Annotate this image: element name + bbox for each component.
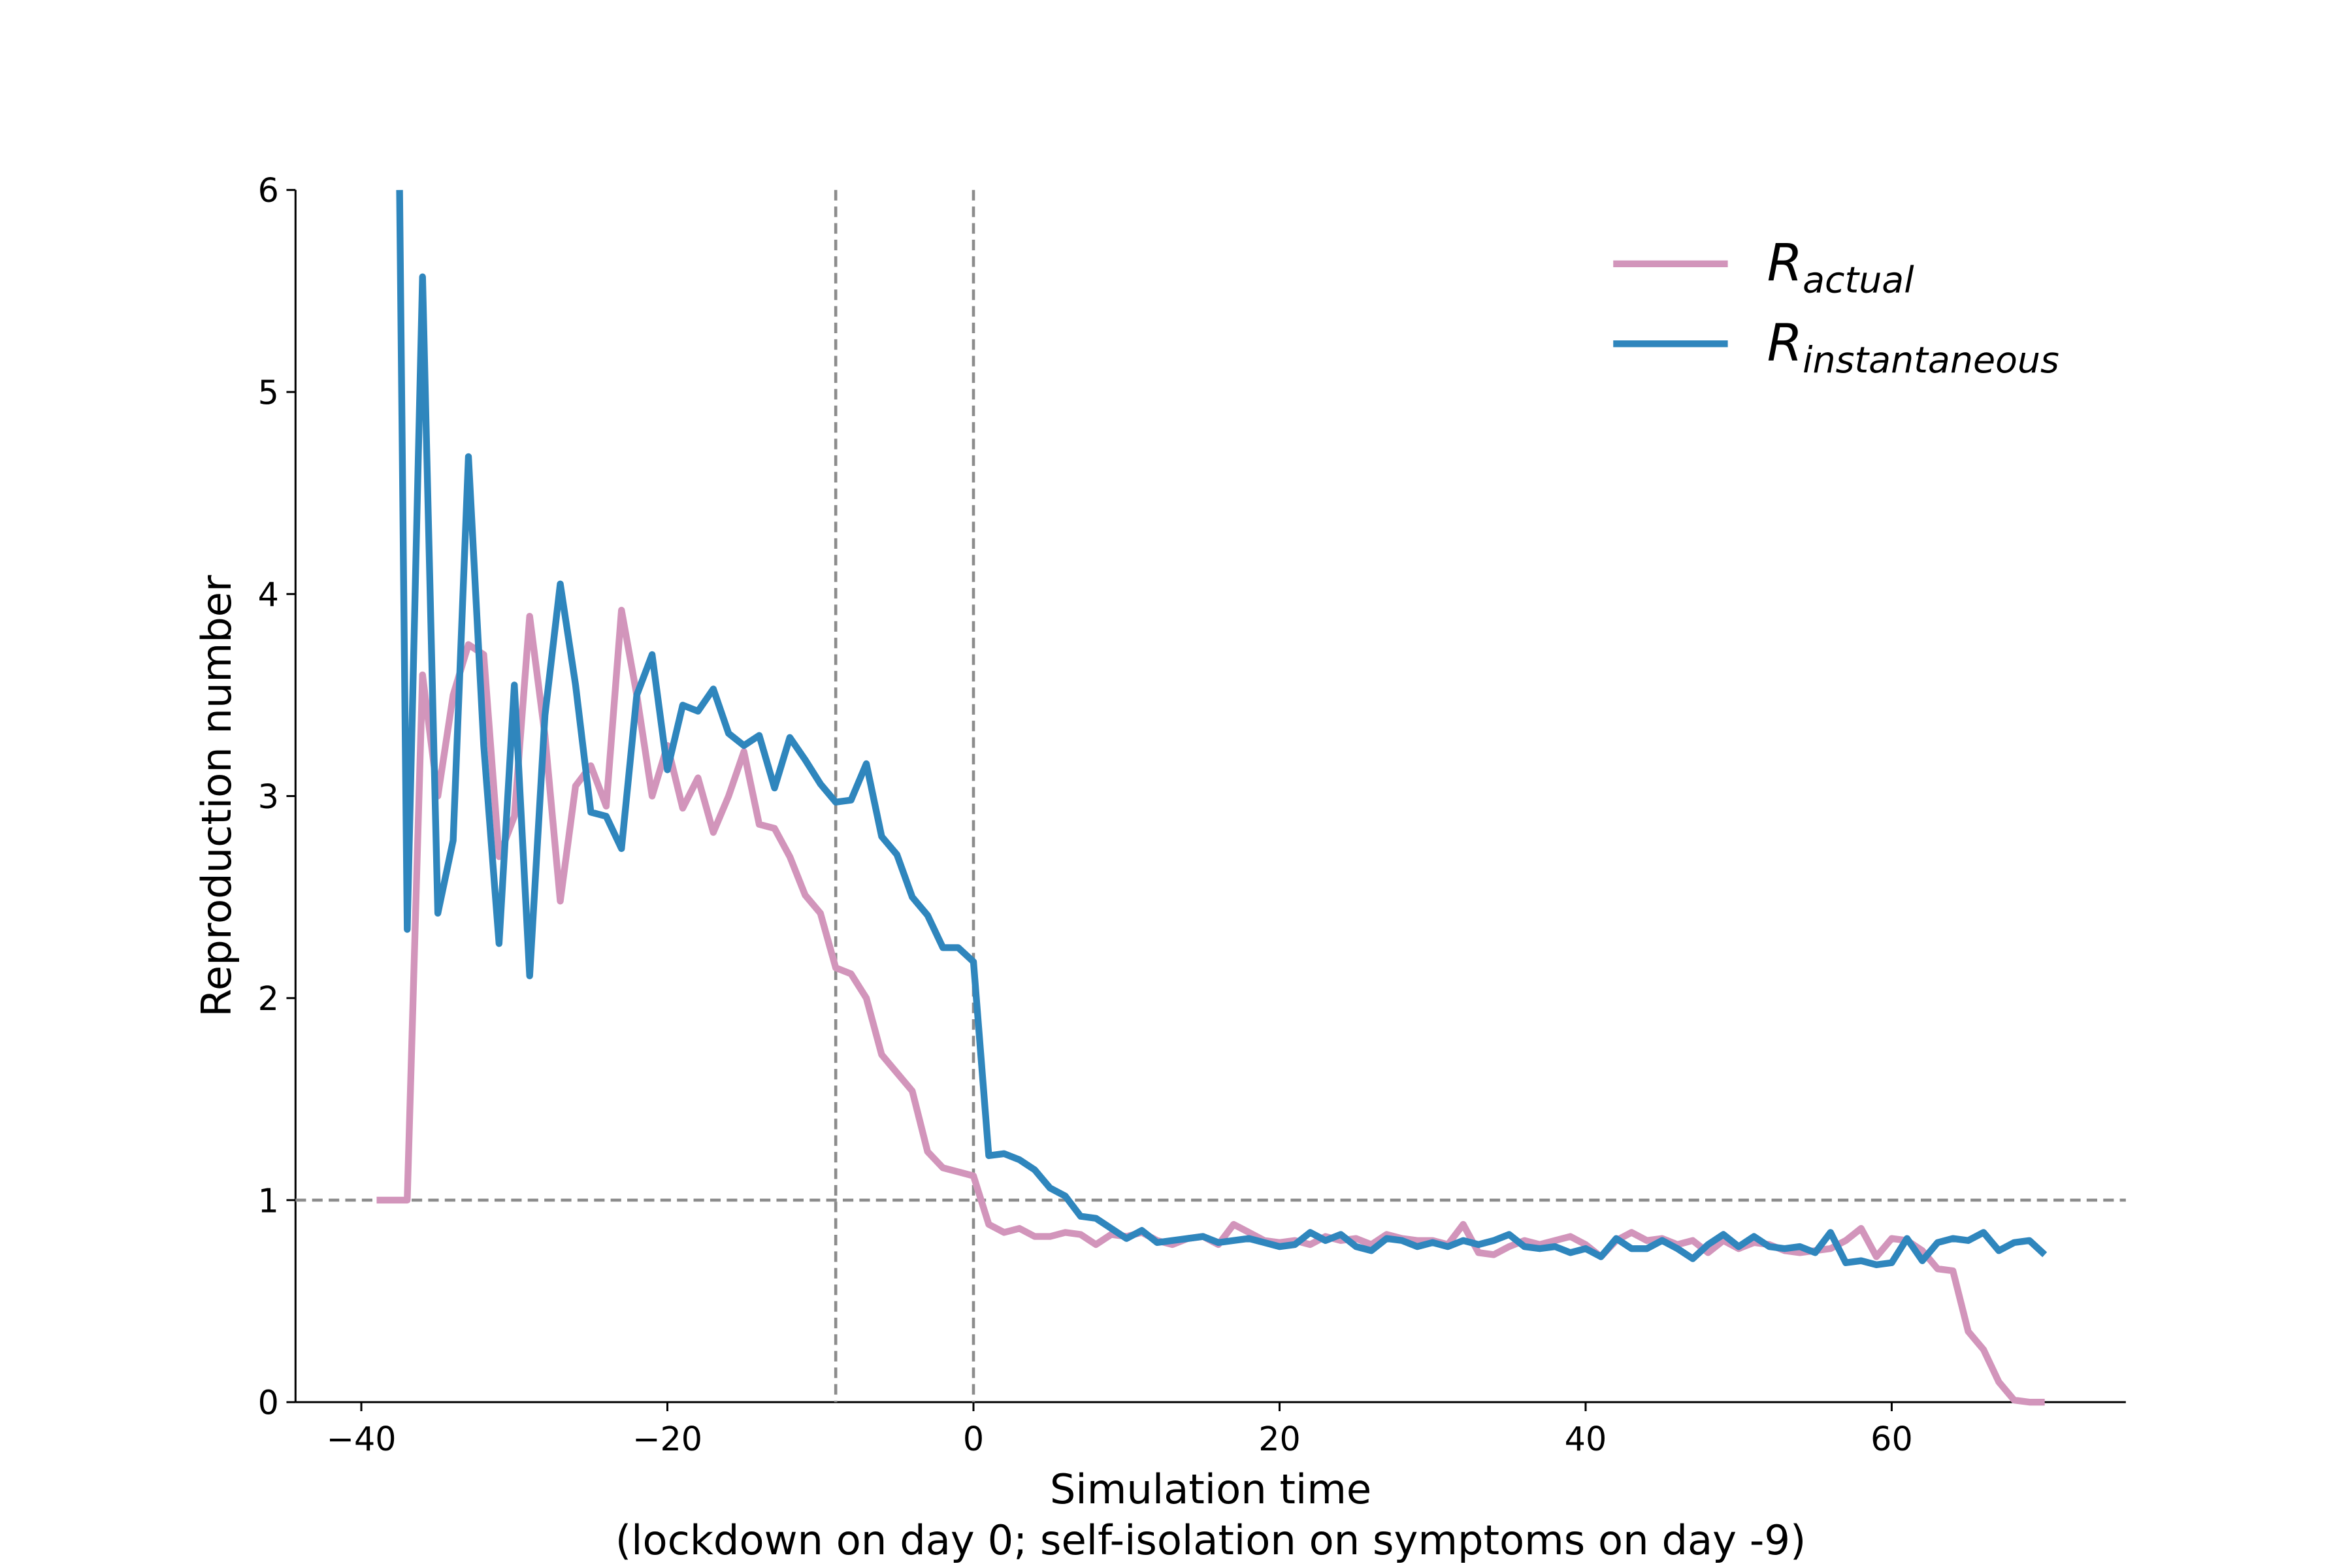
legend-symbol: R	[1767, 313, 1803, 373]
x-tick-label: 20	[1258, 1420, 1301, 1458]
x-tick-label: 40	[1565, 1420, 1607, 1458]
y-tick-label: 2	[258, 979, 279, 1018]
legend-subscript: instantaneous	[1803, 340, 2059, 382]
x-tick-label: −20	[632, 1420, 702, 1458]
data-line	[396, 189, 2048, 1269]
legend-symbol: R	[1767, 233, 1803, 293]
y-tick-label: 1	[258, 1181, 279, 1220]
y-tick-label: 3	[258, 777, 279, 816]
x-tick-label: 60	[1870, 1420, 1913, 1458]
legend-label: Rinstantaneous	[1767, 313, 2059, 382]
x-tick-label: −40	[326, 1420, 396, 1458]
x-axis-note: (lockdown on day 0; self-isolation on sy…	[615, 1516, 1806, 1564]
legend-label: Ractual	[1767, 233, 1915, 301]
legend-subscript: actual	[1803, 260, 1914, 302]
y-tick-label: 4	[258, 576, 279, 614]
y-tick-label: 5	[258, 373, 279, 412]
y-tick-label: 6	[258, 171, 279, 210]
x-axis-label: Simulation time	[1050, 1465, 1371, 1513]
x-tick-label: 0	[963, 1420, 984, 1458]
y-axis-label: Reproduction number	[193, 575, 240, 1017]
y-tick-label: 0	[258, 1384, 279, 1422]
